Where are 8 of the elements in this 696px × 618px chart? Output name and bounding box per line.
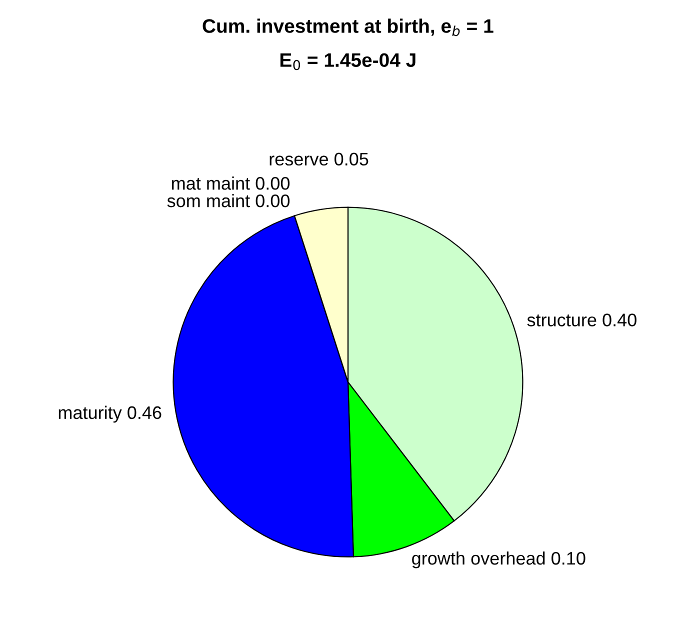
chart-subtitle: E$_{0}$ = 1.45e-04 J: [280, 53, 416, 70]
category-label: som maint 0.00: [167, 194, 290, 208]
slice-label: maturity 0.46: [58, 406, 162, 423]
chart-title: Cum. investment at birth, e$_{b}$ = 1: [202, 18, 494, 36]
category-label: mat maint 0.00: [172, 176, 290, 190]
slice-label: reserve 0.05: [270, 152, 368, 166]
slice-label: growth overhead 0.10: [412, 551, 586, 568]
slice-label: structure 0.40: [527, 314, 636, 326]
